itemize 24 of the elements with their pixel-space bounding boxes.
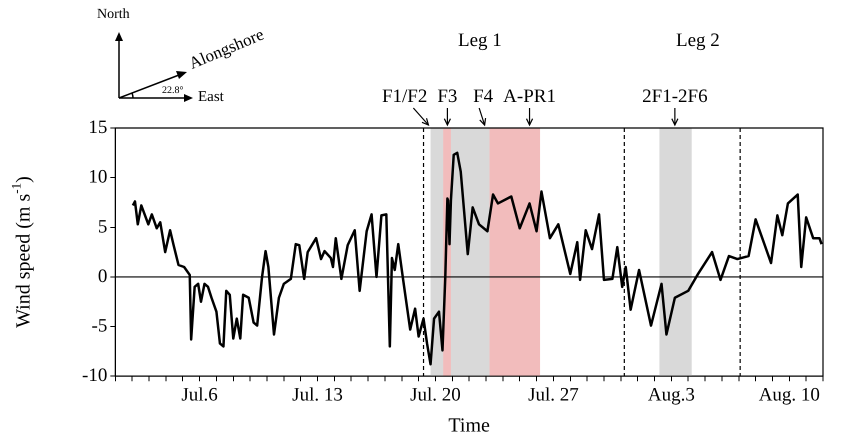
x-tick-label: Jul. 13	[292, 384, 343, 406]
annotation: F3	[437, 86, 458, 107]
y-tick-label: 15	[88, 116, 108, 138]
x-tick-label: Jul.6	[181, 384, 218, 406]
x-tick-label: Jul. 20	[410, 384, 461, 406]
annotation: F4	[473, 86, 494, 107]
text: Leg 1	[458, 30, 502, 51]
x-tick-label: Aug.3	[648, 384, 695, 406]
annotation: A-PR1	[503, 86, 556, 107]
text: 22.8°	[162, 85, 184, 96]
y-tick-label: -10	[82, 365, 108, 386]
y-tick-label: 10	[88, 166, 108, 188]
annotation: 2F1-2F6	[642, 86, 708, 107]
text: North	[97, 7, 130, 22]
text: Leg 2	[676, 30, 720, 51]
annotation: F1/F2	[382, 86, 428, 107]
y-axis-title: Wind speed (m s-1)	[8, 176, 34, 328]
x-tick-label: Jul. 27	[528, 384, 579, 406]
x-axis-title: Time	[448, 414, 490, 436]
y-tick-label: -5	[92, 316, 108, 337]
x-tick-label: Aug. 10	[758, 384, 820, 406]
text: East	[198, 89, 224, 105]
y-tick-label: 5	[98, 216, 108, 238]
y-tick-label: 0	[98, 266, 108, 287]
